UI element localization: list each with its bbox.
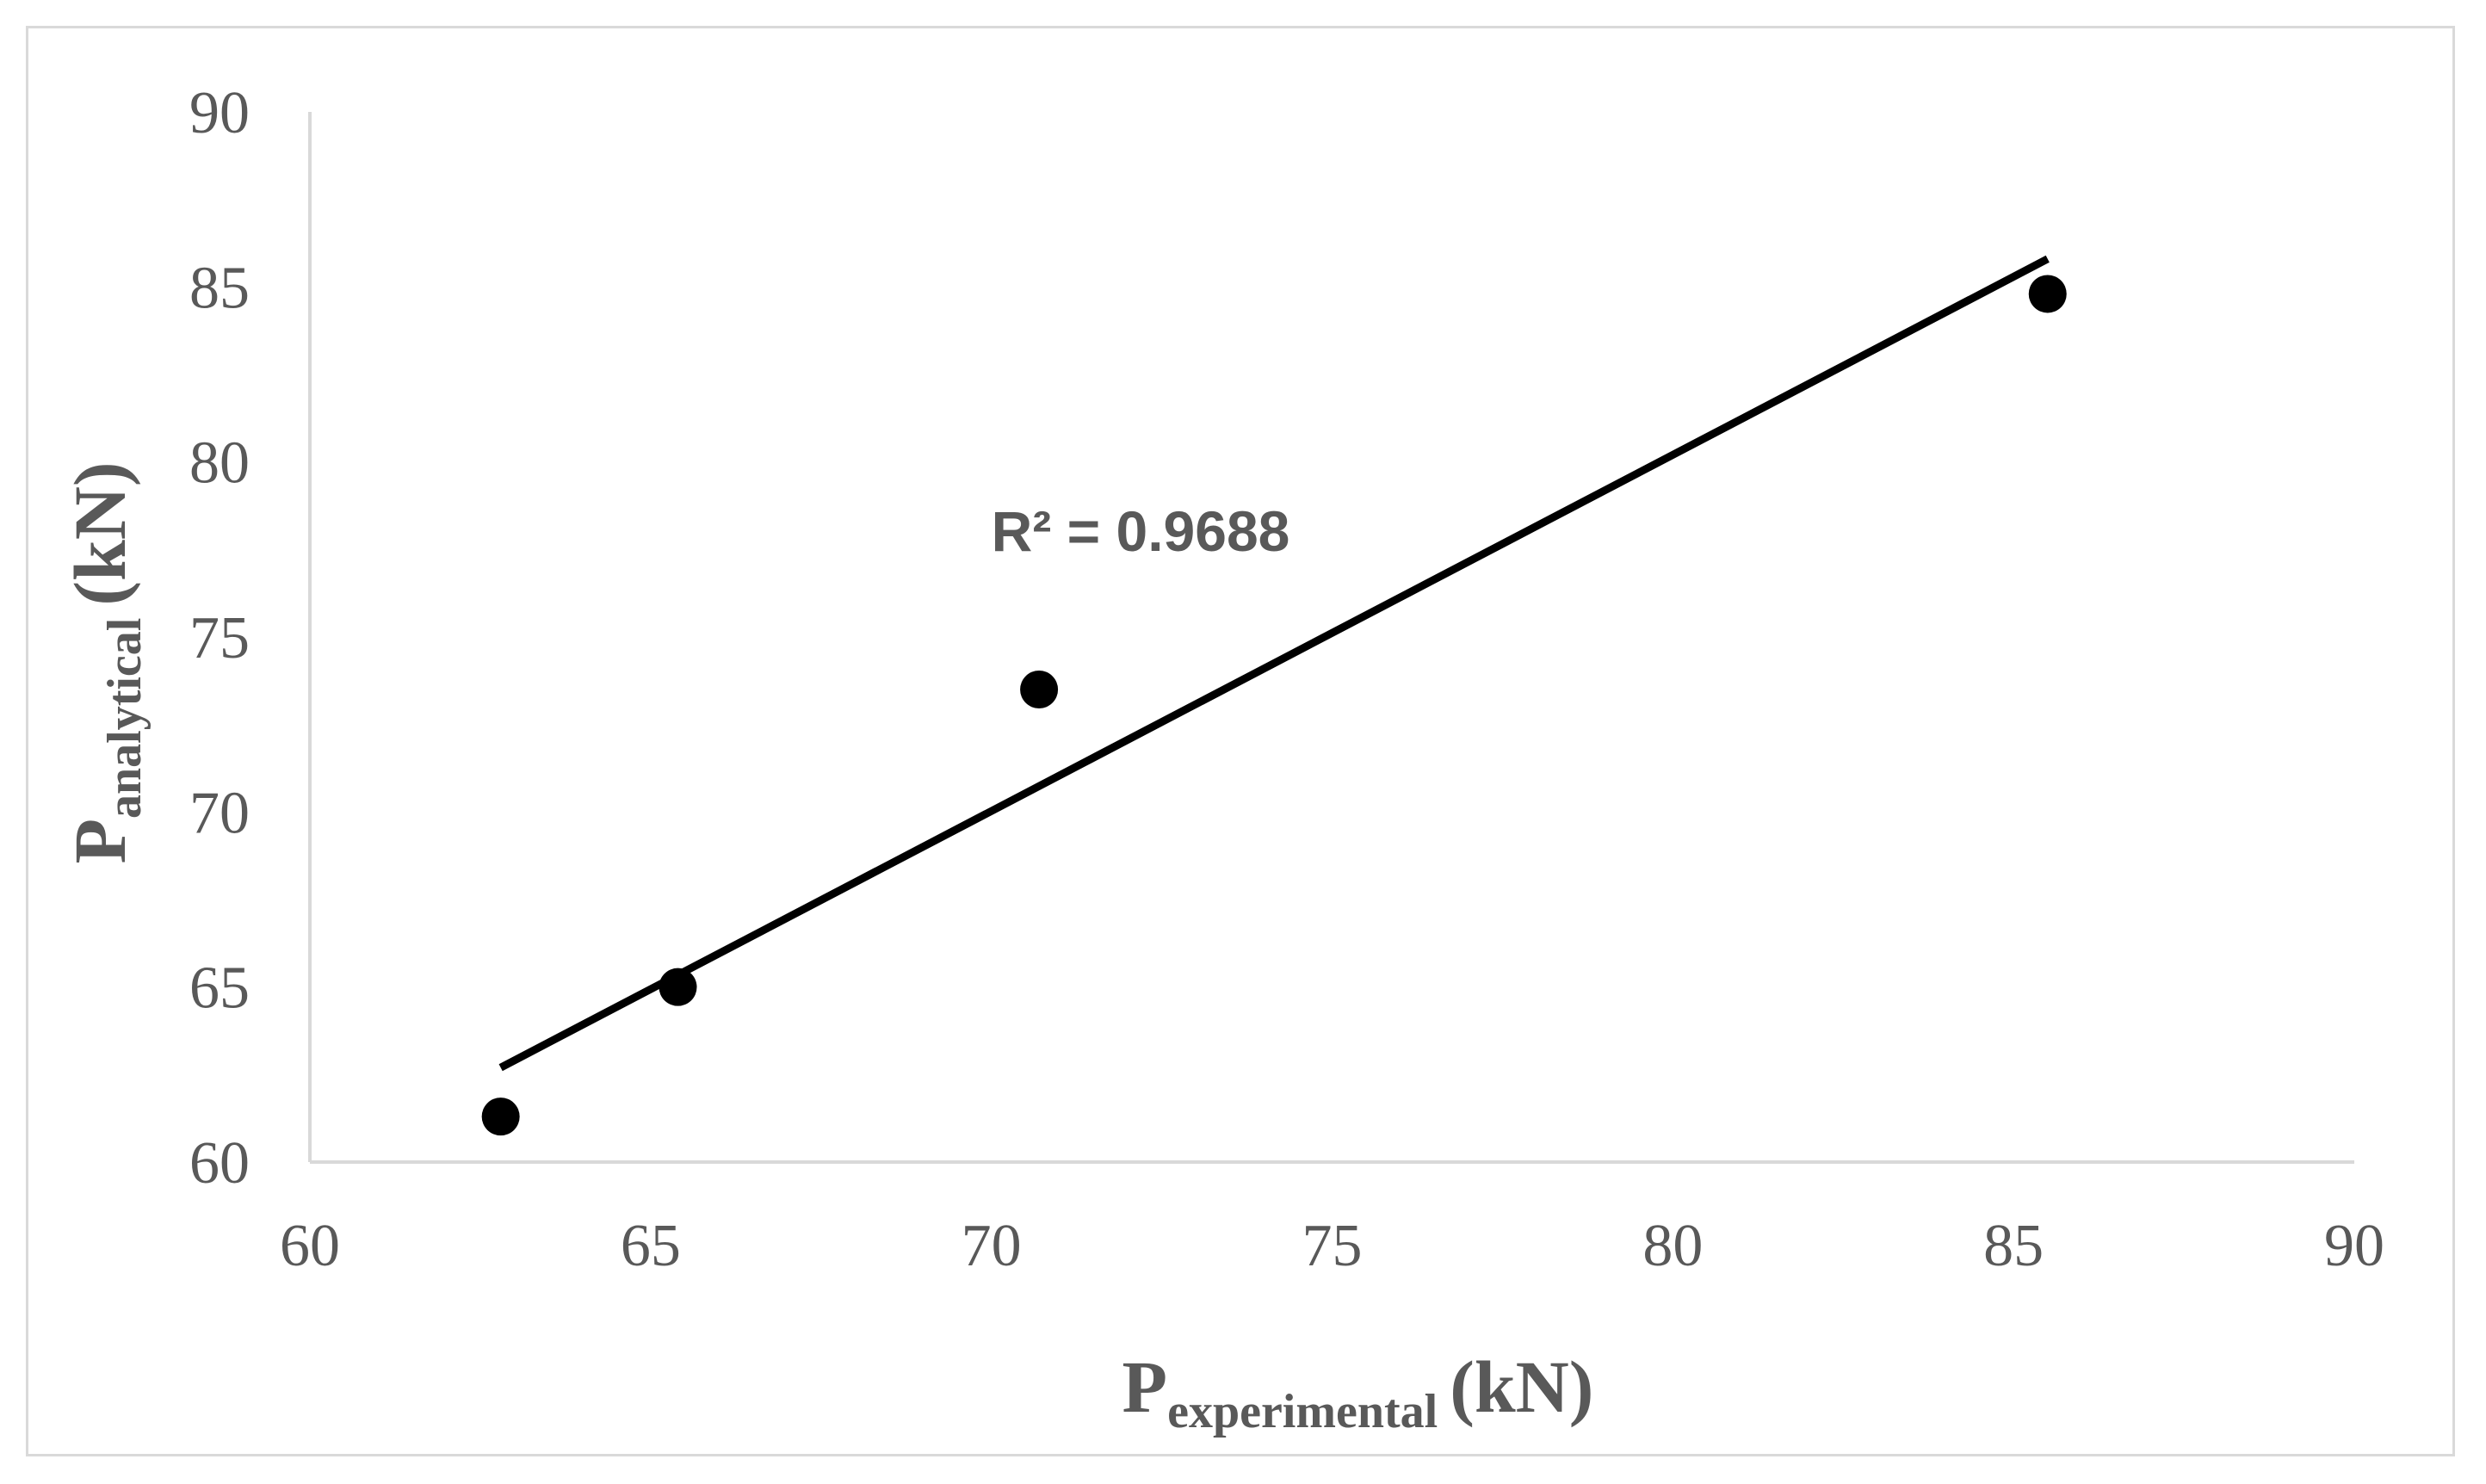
data-points [481, 275, 2067, 1136]
y-tick-label: 60 [189, 1130, 250, 1196]
y-tick-labels: 60 65 70 75 80 85 90 [189, 80, 250, 1196]
data-point [1020, 671, 1059, 708]
y-tick-label: 75 [189, 605, 250, 671]
y-tick-label: 70 [189, 780, 250, 846]
x-axis-title: Pexperimental (kN) [1122, 1345, 1594, 1438]
y-axis-title-main: P [59, 819, 141, 864]
x-axis-title-main: P [1122, 1345, 1168, 1428]
x-axis-title-subscript: experimental [1167, 1385, 1438, 1438]
data-point [2028, 275, 2067, 313]
data-point [659, 968, 697, 1006]
data-point [481, 1098, 520, 1136]
x-axis-title-unit: (kN) [1450, 1345, 1593, 1428]
r-squared-annotation: R² = 0.9688 [992, 499, 1290, 563]
y-axis-title-unit: (kN) [59, 461, 141, 605]
x-tick-label: 60 [280, 1213, 340, 1279]
x-tick-label: 85 [1983, 1213, 2044, 1279]
y-tick-label: 85 [189, 255, 250, 321]
y-tick-label: 80 [189, 430, 250, 497]
y-tick-label: 65 [189, 955, 250, 1022]
trendline [498, 255, 2050, 1072]
y-tick-label: 90 [189, 80, 250, 146]
y-axis-title: Panalytical (kN) [59, 461, 152, 863]
x-tick-label: 70 [962, 1213, 1022, 1279]
x-tick-labels: 60 65 70 75 80 85 90 [280, 1213, 2384, 1279]
x-tick-label: 65 [621, 1213, 681, 1279]
x-tick-label: 90 [2324, 1213, 2384, 1279]
x-tick-label: 80 [1642, 1213, 1703, 1279]
x-tick-label: 75 [1302, 1213, 1363, 1279]
chart-frame [26, 26, 2455, 1456]
y-axis-title-subscript: analytical [98, 618, 152, 819]
axes [308, 112, 2354, 1164]
